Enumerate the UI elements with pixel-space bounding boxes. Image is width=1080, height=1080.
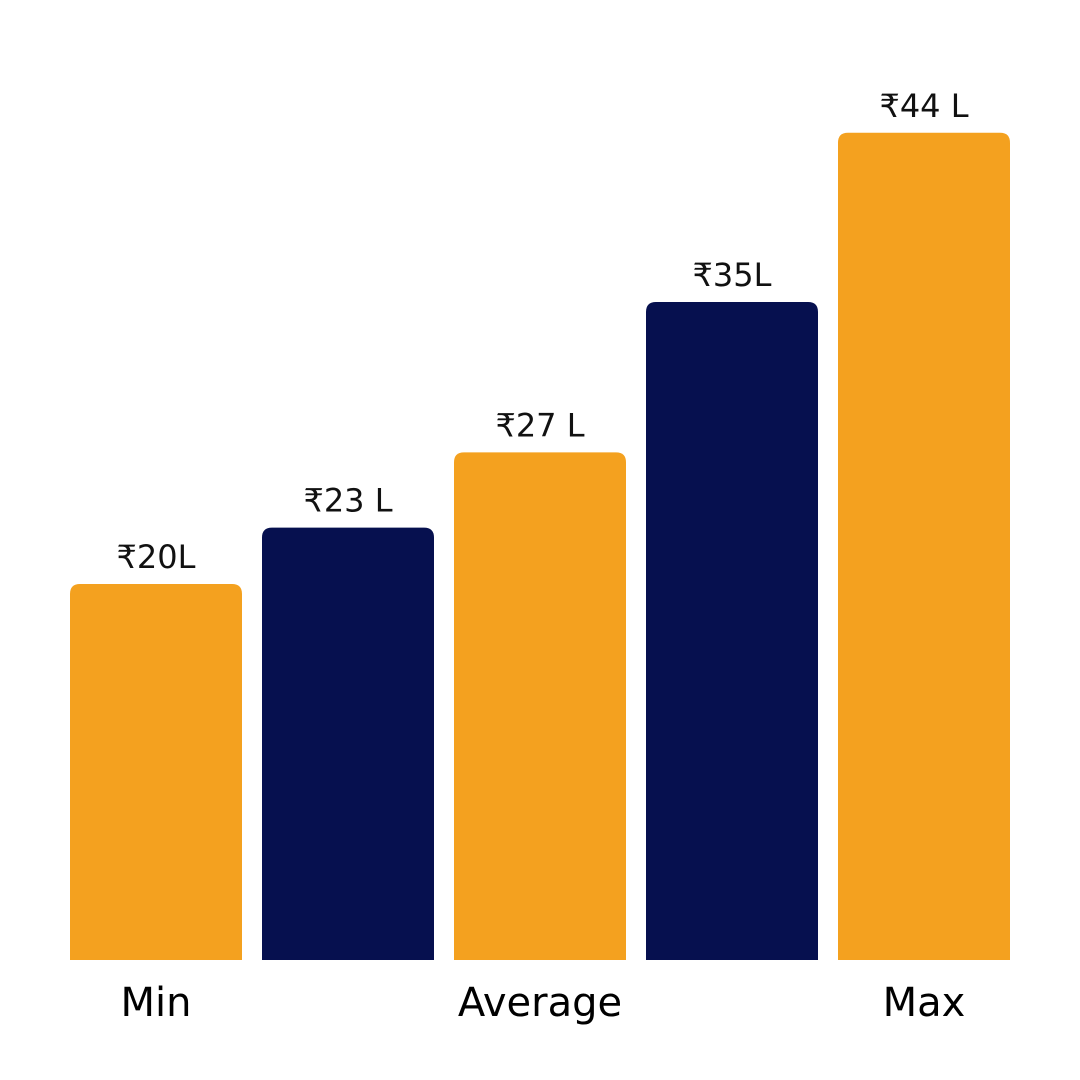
bar-3 <box>454 452 626 960</box>
bar-2 <box>262 527 434 960</box>
bar-5 <box>838 132 1010 961</box>
bar-1 <box>70 584 242 960</box>
data-label-4: ₹35L <box>693 256 772 294</box>
data-label-3: ₹27 L <box>495 406 584 444</box>
category-label-5: Max <box>883 980 966 1026</box>
data-label-2: ₹23 L <box>303 482 392 520</box>
bar-4 <box>646 302 818 960</box>
category-label-3: Average <box>458 980 622 1026</box>
category-label-1: Min <box>121 980 192 1026</box>
data-label-5: ₹44 L <box>879 87 968 125</box>
data-label-1: ₹20L <box>117 538 196 576</box>
